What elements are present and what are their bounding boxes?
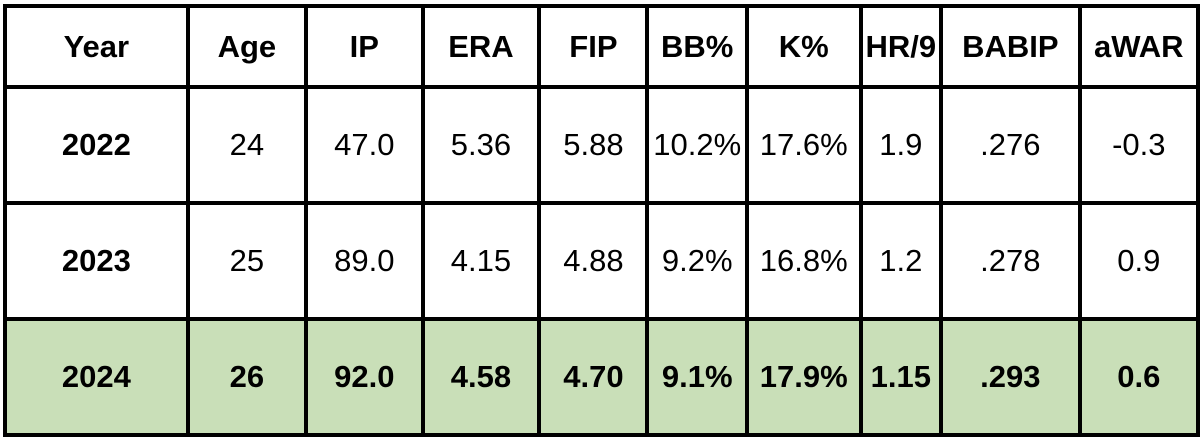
stats-table: Year Age IP ERA FIP BB% K% HR/9 BABIP aW… [3, 4, 1200, 437]
cell-babip: .293 [939, 317, 1082, 437]
cell-fip: 5.88 [537, 85, 650, 205]
cell-age: 26 [185, 317, 309, 437]
cell-year: 2024 [3, 317, 190, 437]
header-year: Year [3, 4, 190, 89]
cell-k-pct: 17.6% [744, 85, 863, 205]
cell-ip: 89.0 [304, 201, 425, 321]
header-bb-pct: BB% [645, 4, 749, 89]
cell-babip: .278 [939, 201, 1082, 321]
cell-era: 4.15 [420, 201, 542, 321]
header-k-pct: K% [744, 4, 863, 89]
cell-awar: 0.6 [1077, 317, 1200, 437]
table-row-highlighted: 2024 26 92.0 4.58 4.70 9.1% 17.9% 1.15 .… [3, 317, 1200, 437]
header-age: Age [185, 4, 309, 89]
cell-babip: .276 [939, 85, 1082, 205]
header-hr9: HR/9 [858, 4, 944, 89]
cell-bb-pct: 9.2% [645, 201, 749, 321]
cell-fip: 4.70 [537, 317, 650, 437]
cell-age: 25 [185, 201, 309, 321]
cell-bb-pct: 10.2% [645, 85, 749, 205]
header-row: Year Age IP ERA FIP BB% K% HR/9 BABIP aW… [3, 4, 1200, 89]
header-ip: IP [304, 4, 425, 89]
table-row: 2022 24 47.0 5.36 5.88 10.2% 17.6% 1.9 .… [3, 85, 1200, 205]
header-awar: aWAR [1077, 4, 1200, 89]
cell-age: 24 [185, 85, 309, 205]
cell-year: 2022 [3, 85, 190, 205]
cell-awar: 0.9 [1077, 201, 1200, 321]
cell-ip: 92.0 [304, 317, 425, 437]
cell-k-pct: 16.8% [744, 201, 863, 321]
cell-era: 5.36 [420, 85, 542, 205]
cell-hr9: 1.15 [858, 317, 944, 437]
header-babip: BABIP [939, 4, 1082, 89]
header-fip: FIP [537, 4, 650, 89]
cell-awar: -0.3 [1077, 85, 1200, 205]
cell-era: 4.58 [420, 317, 542, 437]
table-row: 2023 25 89.0 4.15 4.88 9.2% 16.8% 1.2 .2… [3, 201, 1200, 321]
cell-k-pct: 17.9% [744, 317, 863, 437]
cell-fip: 4.88 [537, 201, 650, 321]
cell-bb-pct: 9.1% [645, 317, 749, 437]
cell-hr9: 1.2 [858, 201, 944, 321]
cell-ip: 47.0 [304, 85, 425, 205]
header-era: ERA [420, 4, 542, 89]
cell-hr9: 1.9 [858, 85, 944, 205]
cell-year: 2023 [3, 201, 190, 321]
